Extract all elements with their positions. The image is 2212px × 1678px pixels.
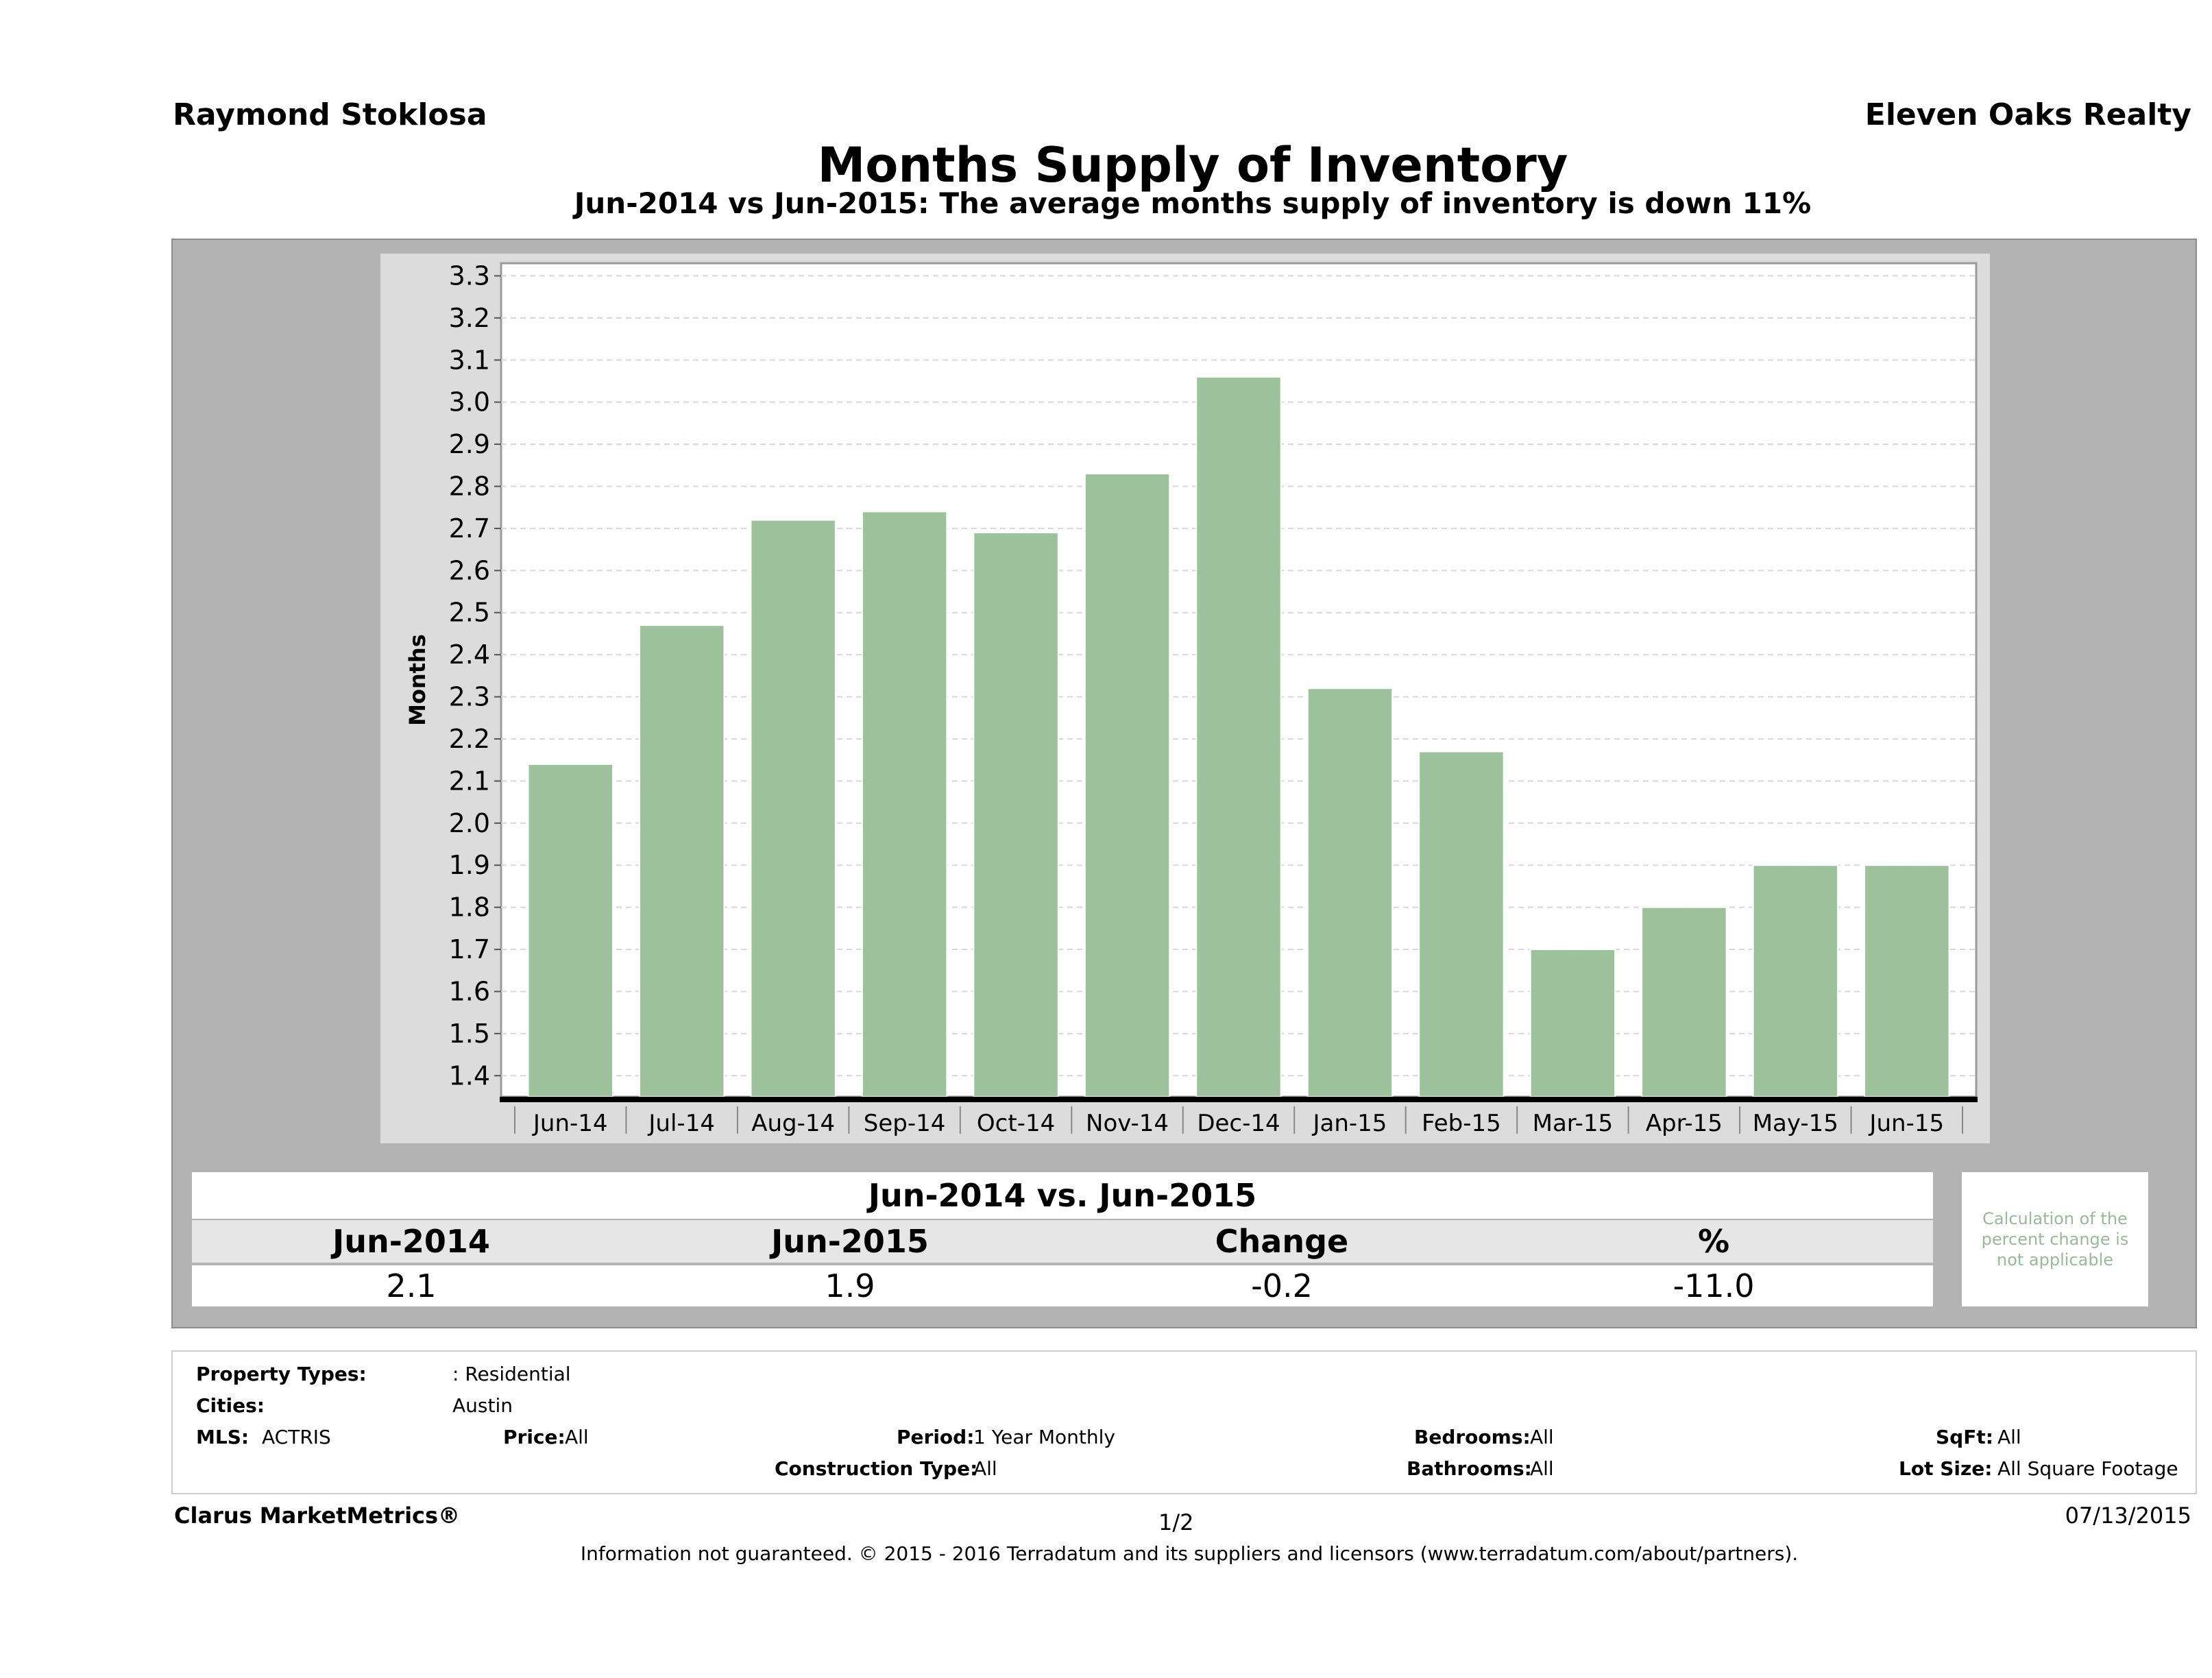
bar-apr-15	[1641, 906, 1727, 1097]
property-types-label: Property Types:	[196, 1363, 367, 1385]
percent-change-note: Calculation of the percent change is not…	[1962, 1172, 2148, 1306]
filter-panel	[171, 1350, 2197, 1494]
y-tick-label: 1.7	[449, 934, 490, 964]
y-tick-label: 2.0	[449, 808, 490, 838]
construction-type-value: All	[973, 1457, 997, 1480]
mls-value: ACTRIS	[262, 1426, 331, 1448]
x-tick-label: Sep-14	[864, 1110, 946, 1137]
bar-dec-14	[1195, 376, 1282, 1097]
x-tick-label: Mar-15	[1533, 1110, 1614, 1137]
x-tick-label: Feb-15	[1422, 1110, 1501, 1137]
sqft-value: All	[1997, 1426, 2021, 1448]
x-tick-label: Aug-14	[751, 1110, 835, 1137]
bar-may-15	[1752, 864, 1839, 1097]
summary-title: Jun-2014 vs. Jun-2015	[192, 1172, 1933, 1219]
x-tick-label: Jun-15	[1868, 1110, 1944, 1137]
y-tick-label: 1.5	[449, 1019, 490, 1049]
y-tick-label: 2.5	[449, 598, 490, 628]
page-number: 1/2	[1158, 1509, 1194, 1535]
y-tick-label: 3.1	[449, 345, 490, 375]
summary-header-jun2015: Jun-2015	[771, 1223, 929, 1260]
construction-type-label: Construction Type:	[775, 1457, 978, 1480]
bedrooms-value: All	[1530, 1426, 1554, 1448]
y-tick-label: 3.2	[449, 303, 490, 333]
y-tick-label: 2.4	[449, 640, 490, 670]
summary-value-jun2014: 2.1	[386, 1267, 437, 1304]
summary-value-percent: -11.0	[1673, 1267, 1755, 1304]
period-label: Period:	[897, 1426, 975, 1448]
summary-header-percent: %	[1697, 1223, 1730, 1260]
bathrooms-value: All	[1530, 1457, 1554, 1480]
cities-value: Austin	[452, 1394, 513, 1417]
summary-value-jun2015: 1.9	[825, 1267, 875, 1304]
report-date: 07/13/2015	[2065, 1503, 2191, 1529]
bar-jun-15	[1864, 864, 1950, 1097]
bar-sep-14	[861, 511, 948, 1097]
y-tick-label: 2.1	[449, 766, 490, 796]
bar-feb-15	[1418, 751, 1505, 1097]
price-value: All	[565, 1426, 589, 1448]
x-tick-label: Jun-14	[532, 1110, 608, 1137]
y-tick-label: 3.0	[449, 387, 490, 417]
bar-oct-14	[973, 532, 1059, 1098]
y-tick-label: 1.8	[449, 892, 490, 923]
copyright-notice: Information not guaranteed. © 2015 - 201…	[580, 1542, 1799, 1565]
y-tick-label: 2.7	[449, 513, 490, 544]
summary-header-change: Change	[1215, 1223, 1349, 1260]
y-tick-label: 1.9	[449, 850, 490, 880]
y-tick-label: 2.8	[449, 471, 490, 501]
bar-mar-15	[1529, 949, 1616, 1097]
bar-jun-14	[527, 763, 613, 1098]
y-tick-label: 2.2	[449, 724, 490, 754]
bar-nov-14	[1084, 473, 1171, 1098]
footer-brand: Clarus MarketMetrics®	[174, 1503, 461, 1529]
broker-name: Eleven Oaks Realty	[1864, 97, 2191, 132]
lot-size-label: Lot Size:	[1899, 1457, 1993, 1480]
property-types-value: : Residential	[452, 1363, 571, 1385]
x-tick-label: May-15	[1753, 1110, 1838, 1137]
y-tick-label: 1.6	[449, 976, 490, 1006]
price-label: Price:	[503, 1426, 566, 1448]
x-tick-label: Dec-14	[1197, 1110, 1280, 1137]
x-tick-label: Jan-15	[1311, 1110, 1387, 1137]
x-tick-label: Apr-15	[1646, 1110, 1723, 1137]
x-tick-label: Jul-14	[647, 1110, 715, 1137]
period-value: 1 Year Monthly	[973, 1426, 1116, 1448]
bar-aug-14	[750, 519, 836, 1097]
cities-label: Cities:	[196, 1394, 265, 1417]
agent-name: Raymond Stoklosa	[173, 97, 487, 132]
summary-value-row	[192, 1265, 1933, 1306]
y-tick-label: 2.9	[449, 429, 490, 459]
chart-subtitle: Jun-2014 vs Jun-2015: The average months…	[574, 186, 1812, 220]
y-tick-label: 1.4	[449, 1060, 490, 1091]
bathrooms-label: Bathrooms:	[1407, 1457, 1532, 1480]
y-tick-label: 2.6	[449, 555, 490, 585]
mls-label: MLS:	[196, 1426, 250, 1448]
y-tick-label: 2.3	[449, 682, 490, 712]
bar-jan-15	[1306, 688, 1394, 1097]
bar-chart: 1.4 1.5 1.6 1.7 1.8 1.9 2.0 2.1 2.2 2.3 2.4 2.5 2.6 2…	[404, 260, 1978, 1137]
y-tick-label: 3.3	[449, 260, 490, 291]
summary-header-jun2014: Jun-2014	[332, 1223, 490, 1260]
sqft-label: SqFt:	[1936, 1426, 1993, 1448]
bar-jul-14	[638, 624, 725, 1097]
lot-size-value: All Square Footage	[1997, 1457, 2178, 1480]
summary-value-change: -0.2	[1251, 1267, 1313, 1304]
x-tick-label: Oct-14	[977, 1110, 1055, 1137]
bedrooms-label: Bedrooms:	[1414, 1426, 1531, 1448]
summary-header-row	[192, 1220, 1933, 1263]
chart-title: Months Supply of Inventory	[817, 137, 1568, 193]
y-axis-label: Months	[404, 634, 430, 726]
x-tick-label: Nov-14	[1086, 1110, 1169, 1137]
